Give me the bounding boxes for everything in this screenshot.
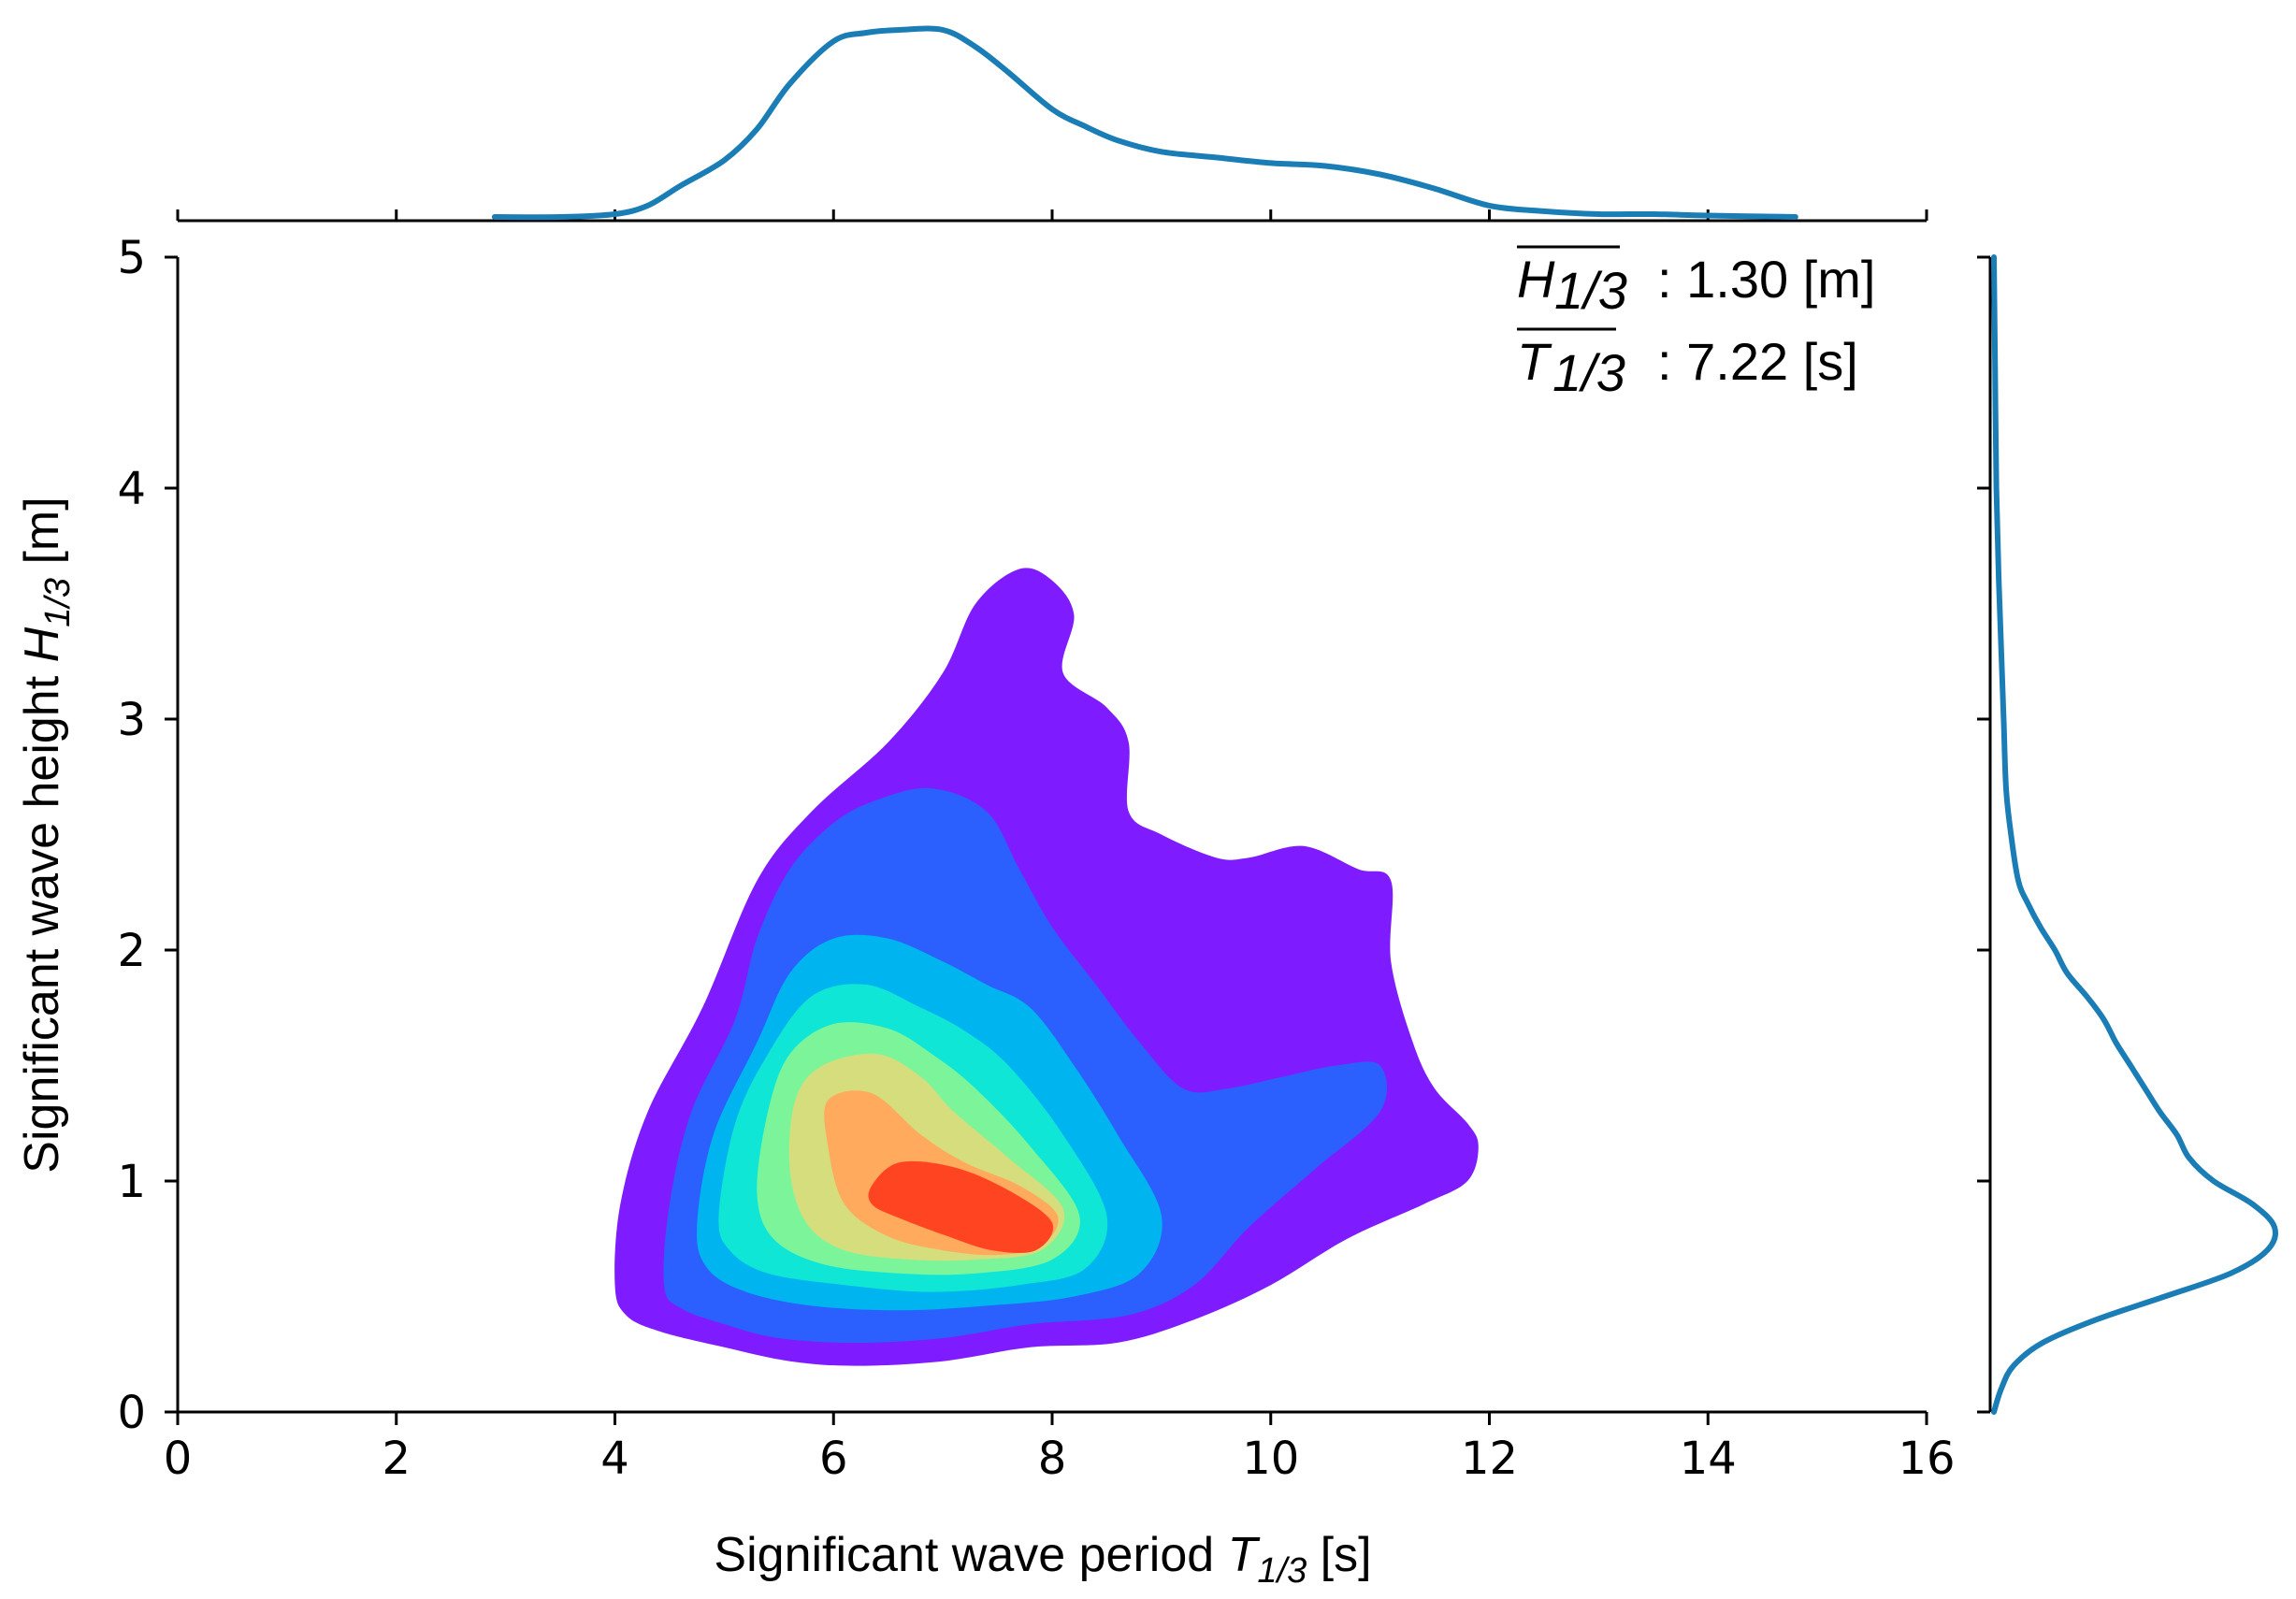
stat-h-value: : 1.30 [m] [1657,250,1875,309]
marginal-x-density-curve [491,25,1798,221]
y-axis-title-unit: [m] [15,497,69,564]
x-tick-label: 0 [164,1433,193,1485]
y-tick-label: 2 [117,925,146,977]
x-tick-label: 16 [1898,1433,1955,1485]
y-ticks: 0 1 2 3 4 5 [117,232,178,1439]
y-axis-title-text: Significant wave height [15,675,69,1173]
top-marginal-ticks [176,209,1928,221]
y-axis-title: Significant wave height H1/3 [m] [15,497,78,1173]
x-tick-label: 12 [1461,1433,1518,1485]
x-axis-title-text: Significant wave period [714,1528,1214,1582]
x-tick-label: 10 [1242,1433,1299,1485]
x-tick-label: 14 [1680,1433,1737,1485]
x-axis-title: Significant wave period T1/3 [s] [714,1528,1371,1591]
x-ticks: 0 2 4 6 8 10 12 14 16 [164,1412,1956,1485]
stat-t-subscript: 1/3 [1552,343,1625,402]
y-tick-label: 0 [117,1387,146,1439]
marginal-y-density-curve [1991,254,2278,1415]
y-axis-title-symbol: H [15,627,69,662]
contour-layer [614,568,1479,1366]
y-tick-label: 5 [117,232,146,284]
stat-t-symbol: T [1517,332,1552,391]
stats-box: H 1/3 : 1.30 [m] T 1/3 : 7.22 [s] [1517,245,1875,402]
stat-t-value: : 7.22 [s] [1657,332,1858,391]
y-axis-title-subscript: 1/3 [38,578,78,627]
x-tick-label: 6 [819,1433,848,1485]
x-tick-label: 2 [382,1433,411,1485]
contour-level-8 [868,1160,1054,1253]
y-tick-label: 1 [117,1156,146,1208]
x-tick-label: 4 [600,1433,629,1485]
x-axis-title-subscript: 1/3 [1257,1551,1307,1591]
x-tick-label: 8 [1038,1433,1067,1485]
stat-h-symbol: H [1517,250,1555,309]
right-marginal-ticks [1977,255,1990,1414]
x-axis-title-unit: [s] [1321,1528,1372,1582]
y-tick-label: 4 [117,463,146,515]
x-axis-title-symbol: T [1228,1528,1261,1582]
stat-h-subscript: 1/3 [1554,261,1627,320]
y-tick-label: 3 [117,694,146,746]
